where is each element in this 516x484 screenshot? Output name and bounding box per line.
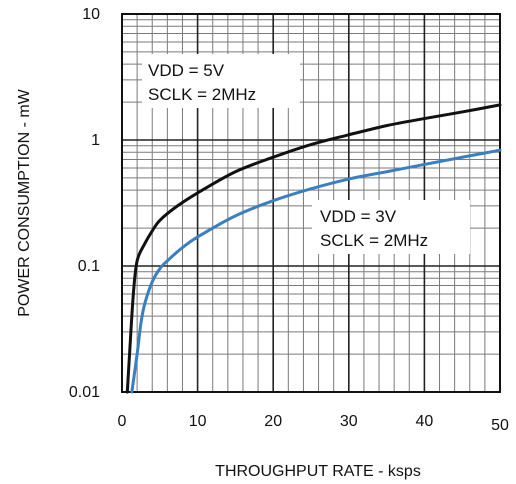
annotation-vdd-3v-box <box>312 200 470 254</box>
x-tick-label: 50 <box>491 417 509 434</box>
series-line-vdd-3v <box>130 148 502 394</box>
y-tick-label: 0.01 <box>69 384 100 401</box>
x-tick-label: 30 <box>340 413 358 430</box>
y-tick-labels: 10 1 0.1 0.01 <box>69 6 100 401</box>
y-tick-label: 0.1 <box>78 258 100 275</box>
x-tick-label: 10 <box>189 413 207 430</box>
y-tick-label: 10 <box>82 6 100 23</box>
x-tick-label: 40 <box>416 413 434 430</box>
series-line-vdd-5v <box>125 103 502 394</box>
x-tick-labels: 0 10 20 30 40 50 <box>118 413 509 434</box>
x-axis-title: THROUGHPUT RATE - ksps <box>215 463 421 480</box>
annotation-vdd-3v-line-1: VDD = 3V <box>320 207 397 226</box>
annotation-vdd-3v: VDD = 3V SCLK = 2MHz <box>312 200 470 254</box>
x-tick-label: 0 <box>118 413 127 430</box>
y-tick-label: 1 <box>91 132 100 149</box>
plot-frame <box>121 13 501 393</box>
annotation-vdd-5v-box <box>142 54 300 108</box>
annotation-vdd-5v-line-1: VDD = 5V <box>148 61 225 80</box>
x-tick-label: 20 <box>264 413 282 430</box>
annotation-vdd-3v-line-2: SCLK = 2MHz <box>320 231 428 250</box>
series-lines <box>125 103 502 394</box>
y-axis-title: POWER CONSUMPTION - mW <box>16 88 33 316</box>
annotation-vdd-5v: VDD = 5V SCLK = 2MHz <box>142 54 300 108</box>
annotation-vdd-5v-line-2: SCLK = 2MHz <box>148 85 256 104</box>
